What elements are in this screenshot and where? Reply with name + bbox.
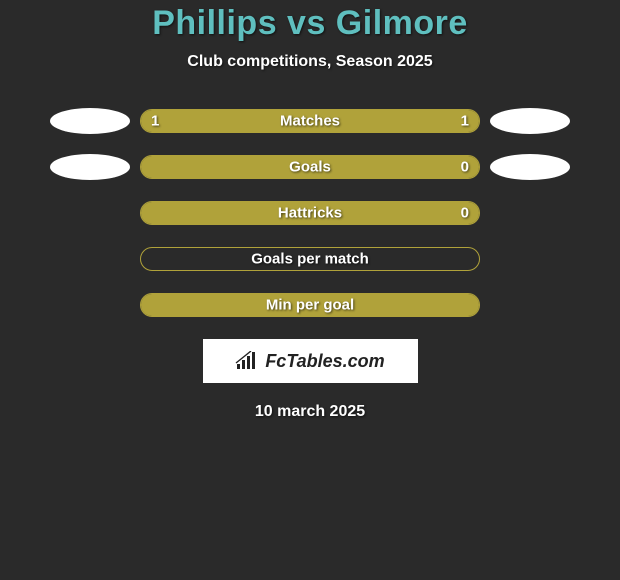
avatar-placeholder: [490, 108, 570, 134]
bar-right-value: 1: [461, 113, 469, 130]
chart-icon: [235, 351, 259, 371]
stat-row: Goals per match: [0, 247, 620, 271]
stat-bar: Min per goal: [140, 293, 480, 317]
stat-bar: 1 1 Matches: [140, 109, 480, 133]
right-avatar-slot: [480, 108, 580, 134]
subtitle: Club competitions, Season 2025: [0, 53, 620, 71]
left-avatar-slot: [40, 154, 140, 180]
left-avatar-slot: [40, 108, 140, 134]
brand-badge: FcTables.com: [203, 339, 418, 383]
brand-text: FcTables.com: [265, 351, 384, 372]
stat-row: Min per goal: [0, 293, 620, 317]
bar-label: Matches: [280, 113, 340, 130]
footer: FcTables.com 10 march 2025: [0, 339, 620, 421]
avatar-placeholder: [490, 154, 570, 180]
stat-row: 1 1 Matches: [0, 109, 620, 133]
bar-label: Goals per match: [251, 251, 369, 268]
stat-bar: 0 Goals: [140, 155, 480, 179]
stat-bar: Goals per match: [140, 247, 480, 271]
bar-left-value: 1: [151, 113, 159, 130]
bar-right-value: 0: [461, 205, 469, 222]
stat-row: 0 Goals: [0, 155, 620, 179]
stats-list: 1 1 Matches 0 Goals 0 Hattricks Goals per match…: [0, 109, 620, 317]
bar-right-value: 0: [461, 159, 469, 176]
bar-label: Goals: [289, 159, 331, 176]
comparison-card: Phillips vs Gilmore Club competitions, S…: [0, 0, 620, 421]
stat-row: 0 Hattricks: [0, 201, 620, 225]
avatar-placeholder: [50, 154, 130, 180]
bar-label: Hattricks: [278, 205, 342, 222]
avatar-placeholder: [50, 108, 130, 134]
page-title: Phillips vs Gilmore: [0, 4, 620, 43]
bar-label: Min per goal: [266, 297, 354, 314]
right-avatar-slot: [480, 154, 580, 180]
date-label: 10 march 2025: [0, 403, 620, 421]
stat-bar: 0 Hattricks: [140, 201, 480, 225]
